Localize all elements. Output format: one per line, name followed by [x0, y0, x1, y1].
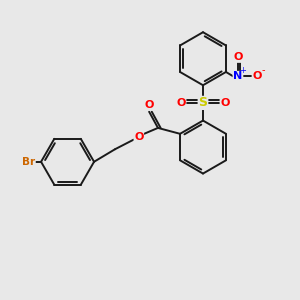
- Text: +: +: [240, 66, 247, 75]
- Text: S: S: [199, 96, 208, 110]
- Text: O: O: [176, 98, 186, 108]
- Text: N: N: [233, 71, 242, 81]
- Text: O: O: [252, 71, 262, 81]
- Text: -: -: [262, 65, 265, 76]
- Text: O: O: [220, 98, 230, 108]
- Text: O: O: [134, 132, 143, 142]
- Text: Br: Br: [22, 157, 35, 167]
- Text: O: O: [233, 52, 242, 62]
- Text: O: O: [144, 100, 154, 110]
